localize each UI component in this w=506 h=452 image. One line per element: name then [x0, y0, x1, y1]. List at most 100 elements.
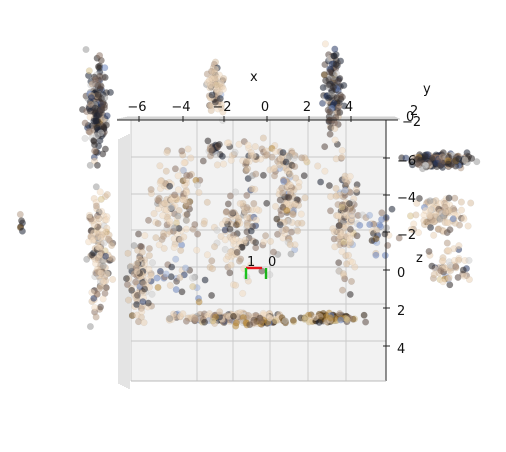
data-point — [342, 187, 349, 194]
data-point — [211, 69, 218, 76]
data-point — [349, 259, 356, 266]
origin-label: 0 — [268, 255, 276, 270]
data-point — [134, 261, 141, 268]
data-point — [184, 211, 191, 218]
data-point — [295, 184, 302, 191]
data-point — [98, 83, 105, 90]
data-point — [167, 282, 174, 289]
data-point — [185, 202, 192, 209]
data-point — [172, 166, 179, 173]
data-point — [95, 91, 102, 98]
data-point — [123, 275, 130, 282]
data-point — [336, 222, 343, 229]
data-point — [141, 319, 148, 326]
data-point — [326, 109, 333, 116]
data-point — [82, 120, 89, 127]
data-point — [330, 53, 337, 60]
data-point — [148, 273, 155, 280]
data-point — [288, 251, 295, 258]
data-point — [284, 207, 291, 214]
data-point — [190, 283, 197, 290]
data-point — [298, 211, 305, 218]
data-point — [209, 92, 216, 99]
data-point — [167, 218, 174, 225]
data-point — [232, 282, 239, 289]
data-point — [444, 229, 451, 236]
data-point — [458, 207, 465, 214]
data-point — [97, 270, 104, 277]
data-point — [236, 258, 243, 265]
x-tick-label: −6 — [127, 100, 146, 115]
data-point — [378, 216, 385, 223]
data-point — [243, 167, 250, 174]
x-tick-label: 0 — [261, 100, 269, 115]
data-point — [157, 178, 164, 185]
data-point — [460, 267, 467, 274]
data-point — [220, 161, 227, 168]
data-point — [262, 232, 269, 239]
data-point — [285, 194, 292, 201]
data-point — [134, 268, 141, 275]
data-point — [83, 46, 90, 53]
data-point — [212, 82, 219, 89]
data-point — [353, 186, 360, 193]
data-point — [149, 291, 156, 298]
data-point — [249, 186, 256, 193]
data-point — [445, 161, 452, 168]
data-point — [104, 191, 111, 198]
data-point — [384, 242, 391, 249]
data-point — [413, 212, 420, 219]
data-point — [109, 256, 116, 263]
data-point — [326, 81, 333, 88]
data-point — [345, 252, 352, 259]
data-point — [332, 244, 339, 251]
data-point — [339, 287, 346, 294]
data-point — [333, 185, 340, 192]
data-point — [438, 267, 445, 274]
z-tick-label: 0 — [397, 266, 405, 281]
data-point — [337, 317, 344, 324]
data-point — [462, 156, 469, 163]
data-point — [86, 212, 93, 219]
data-point — [172, 256, 179, 263]
data-point — [292, 163, 299, 170]
data-point — [261, 239, 268, 246]
data-point — [461, 216, 468, 223]
data-point — [466, 257, 473, 264]
data-point — [284, 168, 291, 175]
data-point — [244, 204, 251, 211]
data-point — [253, 217, 260, 224]
data-point — [248, 228, 255, 235]
data-point — [230, 313, 237, 320]
data-point — [183, 217, 190, 224]
data-point — [326, 69, 333, 76]
data-point — [134, 292, 141, 299]
data-point — [244, 192, 251, 199]
data-point — [104, 113, 111, 120]
data-point — [317, 179, 324, 186]
data-point — [339, 154, 346, 161]
data-point — [252, 239, 259, 246]
data-point — [253, 206, 260, 213]
data-point — [382, 252, 389, 259]
data-point — [125, 250, 132, 257]
data-point — [182, 265, 189, 272]
data-point — [274, 216, 281, 223]
data-point — [137, 243, 144, 250]
data-point — [277, 221, 284, 228]
data-point — [208, 292, 215, 299]
data-point — [373, 235, 380, 242]
data-point — [287, 241, 294, 248]
z-tick-label: 2 — [397, 304, 405, 319]
data-point — [341, 82, 348, 89]
data-point — [389, 206, 396, 213]
data-point — [246, 321, 253, 328]
data-point — [267, 271, 274, 278]
data-point — [93, 184, 100, 191]
data-point — [134, 312, 141, 319]
data-point — [267, 315, 274, 322]
data-point — [189, 275, 196, 282]
data-point — [149, 259, 156, 266]
data-point — [465, 223, 472, 230]
data-point — [93, 203, 100, 210]
